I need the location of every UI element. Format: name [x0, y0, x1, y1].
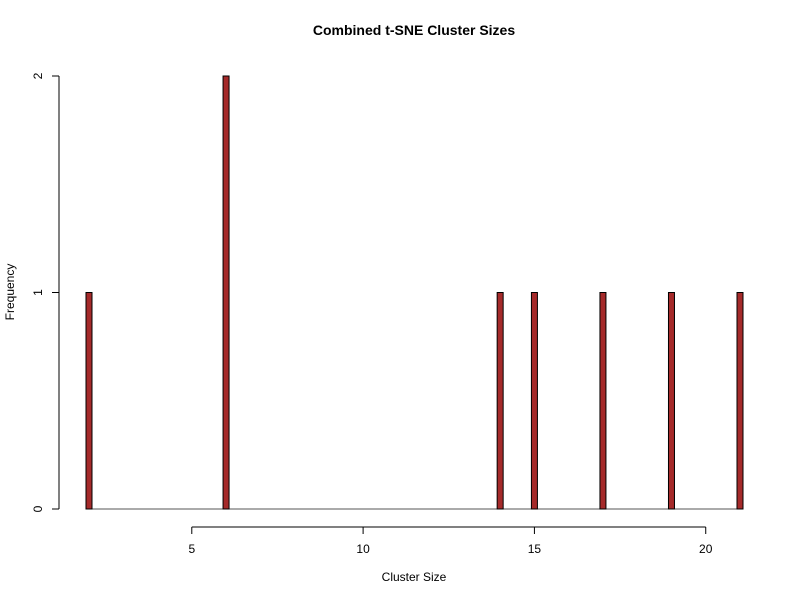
y-tick-label: 0 — [31, 505, 45, 512]
x-tick-label: 20 — [699, 542, 713, 556]
x-axis: 5 10 15 20 — [188, 526, 713, 556]
x-tick-label: 5 — [188, 542, 195, 556]
bar-6 — [222, 75, 230, 510]
chart-title: Combined t-SNE Cluster Sizes — [313, 22, 515, 38]
bar-19 — [667, 292, 675, 510]
x-tick-label: 10 — [356, 542, 370, 556]
bar-17 — [599, 292, 607, 510]
y-tick-label: 2 — [31, 72, 45, 79]
bar-15 — [530, 292, 538, 510]
x-tick-label: 15 — [528, 542, 542, 556]
x-axis-label: Cluster Size — [382, 570, 447, 584]
y-tick-label: 1 — [31, 289, 45, 296]
y-axis-label: Frequency — [3, 264, 17, 321]
bar-14 — [496, 292, 504, 510]
bar-21 — [736, 292, 744, 510]
bar-2 — [85, 292, 93, 510]
bars — [85, 75, 744, 510]
y-axis: 0 1 2 — [31, 72, 60, 512]
